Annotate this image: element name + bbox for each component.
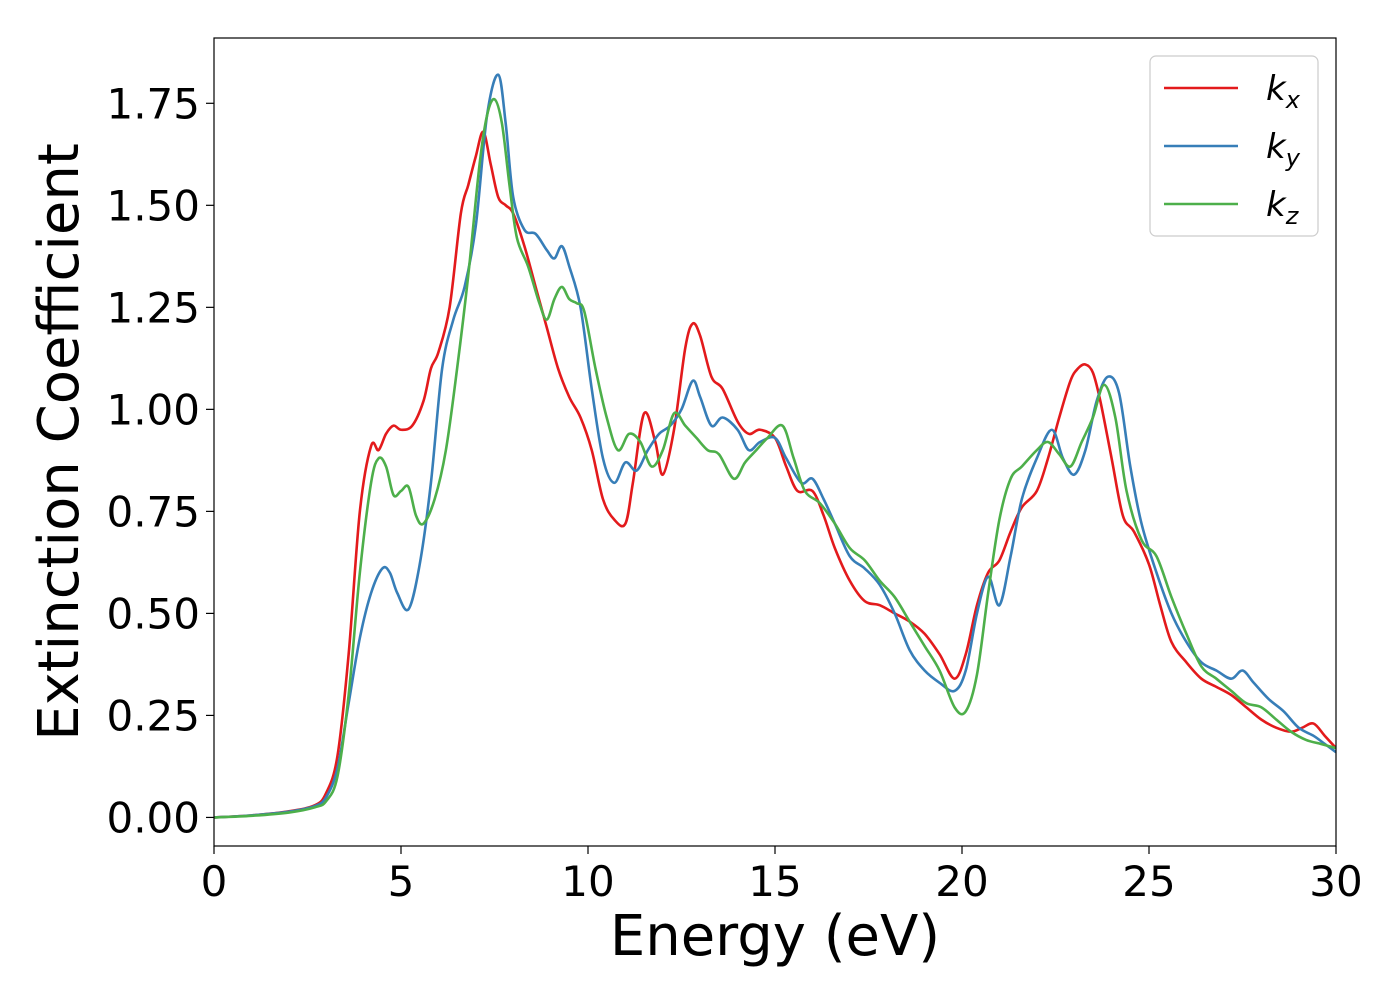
- series-line-kx: [214, 130, 1336, 819]
- legend: kx ky kz: [1149, 55, 1319, 237]
- y-tick-label: 1.25: [106, 283, 200, 332]
- series-line-kz: [214, 97, 1336, 819]
- y-tick-label: 1.75: [106, 79, 200, 128]
- x-tick-label: 25: [1122, 857, 1175, 906]
- y-tick-label: 0.00: [106, 793, 200, 842]
- y-tick-label: 1.00: [106, 385, 200, 434]
- legend-label: ky: [1266, 127, 1301, 172]
- x-tick-label: 15: [748, 857, 801, 906]
- y-axis-title: Extinction Coefficient: [27, 143, 92, 741]
- x-tick-label: 0: [201, 857, 228, 906]
- x-tick-label: 10: [561, 857, 614, 906]
- plot-frame: [213, 37, 1337, 847]
- x-tick-label: 30: [1309, 857, 1362, 906]
- x-tick-label: 5: [388, 857, 415, 906]
- y-tick-label: 1.50: [106, 181, 200, 230]
- legend-label: kx: [1266, 69, 1301, 114]
- plot-series-group: [214, 73, 1336, 819]
- y-tick-label: 0.50: [106, 589, 200, 638]
- series-line-ky: [214, 73, 1336, 819]
- y-tick-label: 0.75: [106, 487, 200, 536]
- x-axis-ticks: 0 5 10 15 20 25 30: [201, 846, 1363, 906]
- x-axis-title: Energy (eV): [610, 904, 940, 969]
- x-tick-label: 20: [935, 857, 988, 906]
- legend-label: kz: [1266, 185, 1300, 230]
- y-tick-label: 0.25: [106, 691, 200, 740]
- y-axis-ticks: 0.00 0.25 0.50 0.75 1.00 1.25 1.50 1.75: [106, 79, 214, 842]
